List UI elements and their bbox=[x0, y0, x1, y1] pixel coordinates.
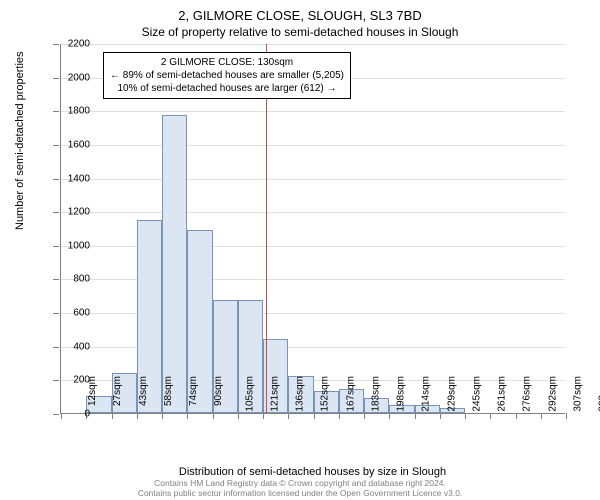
xtick-label: 43sqm bbox=[138, 376, 149, 406]
chart: 2 GILMORE CLOSE: 130sqm ← 89% of semi-de… bbox=[60, 44, 565, 414]
xtick-label: 74sqm bbox=[188, 376, 199, 406]
footer: Contains HM Land Registry data © Crown c… bbox=[0, 478, 600, 498]
xtick bbox=[339, 413, 340, 419]
xtick-label: 276sqm bbox=[522, 376, 533, 412]
ytick-label: 800 bbox=[50, 274, 90, 285]
xtick bbox=[364, 413, 365, 419]
xtick-label: 183sqm bbox=[370, 376, 381, 412]
ytick-label: 1000 bbox=[50, 240, 90, 251]
xtick bbox=[187, 413, 188, 419]
xtick bbox=[213, 413, 214, 419]
xtick bbox=[162, 413, 163, 419]
xtick bbox=[238, 413, 239, 419]
xtick-label: 136sqm bbox=[295, 376, 306, 412]
ytick-label: 0 bbox=[50, 409, 90, 420]
xtick-label: 245sqm bbox=[471, 376, 482, 412]
xtick-label: 292sqm bbox=[547, 376, 558, 412]
xtick bbox=[415, 413, 416, 419]
xtick-label: 90sqm bbox=[213, 376, 224, 406]
plot-area: 2 GILMORE CLOSE: 130sqm ← 89% of semi-de… bbox=[60, 44, 565, 414]
footer-line-2: Contains public sector information licen… bbox=[0, 488, 600, 498]
xtick bbox=[516, 413, 517, 419]
xtick-label: 261sqm bbox=[497, 376, 508, 412]
ytick-label: 1200 bbox=[50, 207, 90, 218]
title-main: 2, GILMORE CLOSE, SLOUGH, SL3 7BD bbox=[0, 0, 600, 23]
xtick bbox=[314, 413, 315, 419]
xtick-label: 229sqm bbox=[446, 376, 457, 412]
xtick-label: 27sqm bbox=[112, 376, 123, 406]
xtick-label: 198sqm bbox=[396, 376, 407, 412]
ytick-label: 200 bbox=[50, 375, 90, 386]
xaxis-label: Distribution of semi-detached houses by … bbox=[60, 466, 565, 478]
ytick-label: 2000 bbox=[50, 72, 90, 83]
xtick-label: 121sqm bbox=[269, 376, 280, 412]
xtick bbox=[440, 413, 441, 419]
title-sub: Size of property relative to semi-detach… bbox=[0, 23, 600, 39]
ytick-label: 1400 bbox=[50, 173, 90, 184]
histogram-bar bbox=[162, 115, 187, 413]
xtick-label: 214sqm bbox=[421, 376, 432, 412]
gridline bbox=[61, 44, 565, 45]
xtick bbox=[541, 413, 542, 419]
xtick-label: 167sqm bbox=[345, 376, 356, 412]
ytick-label: 1800 bbox=[50, 106, 90, 117]
xtick bbox=[288, 413, 289, 419]
annotation-box: 2 GILMORE CLOSE: 130sqm ← 89% of semi-de… bbox=[103, 52, 351, 99]
gridline bbox=[61, 145, 565, 146]
xtick bbox=[566, 413, 567, 419]
xtick-label: 152sqm bbox=[320, 376, 331, 412]
xtick bbox=[263, 413, 264, 419]
xtick bbox=[490, 413, 491, 419]
xtick-label: 58sqm bbox=[163, 376, 174, 406]
xtick-label: 12sqm bbox=[87, 376, 98, 406]
xtick bbox=[389, 413, 390, 419]
annotation-line-3: 10% of semi-detached houses are larger (… bbox=[110, 82, 344, 95]
xtick bbox=[465, 413, 466, 419]
ytick-label: 400 bbox=[50, 341, 90, 352]
footer-line-1: Contains HM Land Registry data © Crown c… bbox=[0, 478, 600, 488]
ytick-label: 1600 bbox=[50, 139, 90, 150]
yaxis-label: Number of semi-detached properties bbox=[14, 51, 26, 230]
gridline bbox=[61, 212, 565, 213]
xtick bbox=[137, 413, 138, 419]
gridline bbox=[61, 111, 565, 112]
gridline bbox=[61, 179, 565, 180]
annotation-line-2: ← 89% of semi-detached houses are smalle… bbox=[110, 69, 344, 82]
reference-line bbox=[266, 44, 267, 413]
ytick-label: 2200 bbox=[50, 39, 90, 50]
xtick-label: 307sqm bbox=[572, 376, 583, 412]
annotation-line-1: 2 GILMORE CLOSE: 130sqm bbox=[110, 56, 344, 69]
ytick-label: 600 bbox=[50, 308, 90, 319]
xtick-label: 105sqm bbox=[244, 376, 255, 412]
xtick bbox=[112, 413, 113, 419]
